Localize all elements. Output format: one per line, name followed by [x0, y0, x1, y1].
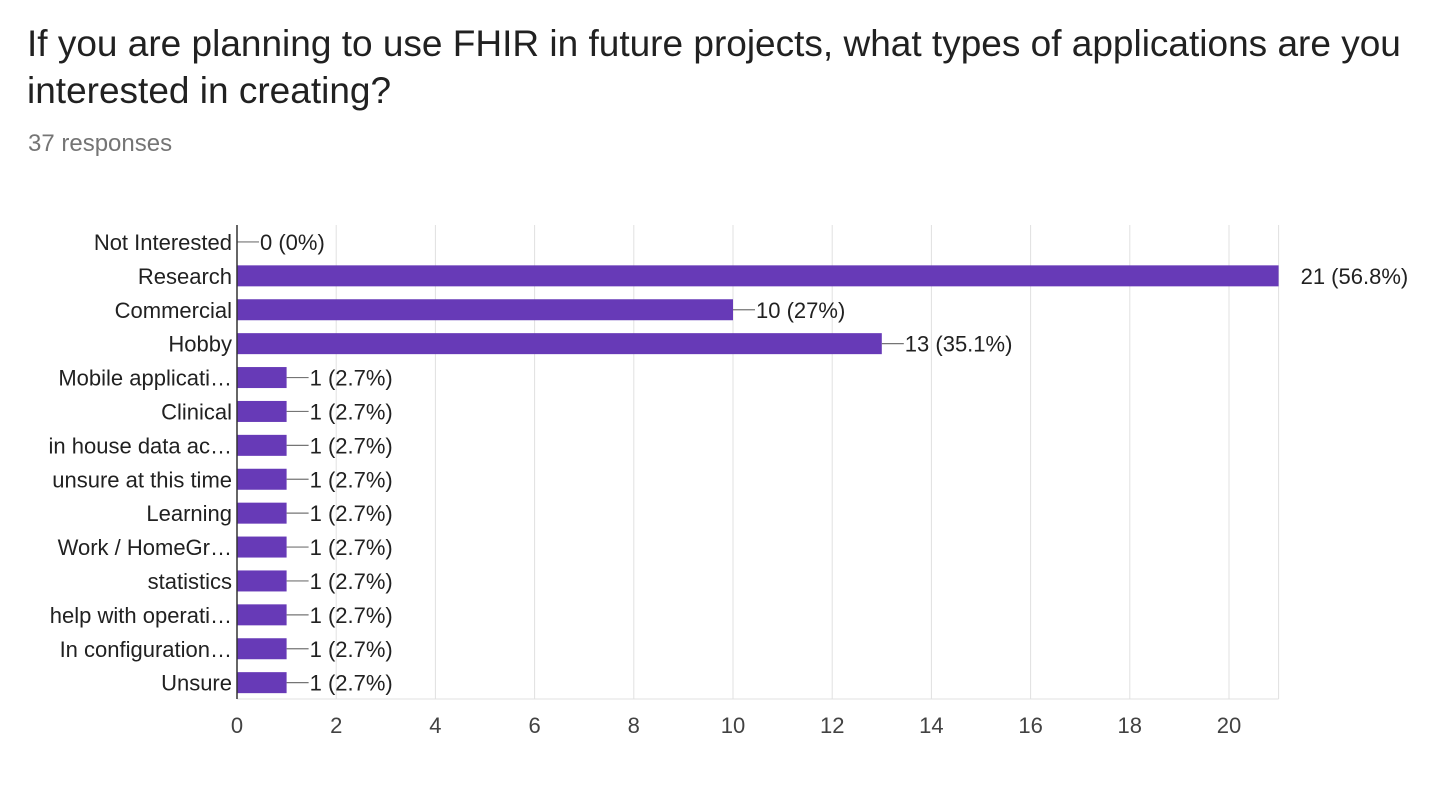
x-tick-label: 18 [1118, 713, 1142, 738]
category-label: statistics [148, 569, 232, 594]
bar [237, 333, 882, 355]
bar [237, 570, 287, 592]
category-label: Not Interested [94, 230, 232, 255]
category-label: Work / HomeGr… [58, 535, 232, 560]
x-tick-label: 0 [231, 713, 243, 738]
value-label: 1 (2.7%) [310, 637, 393, 662]
x-tick-label: 4 [429, 713, 441, 738]
category-label: in house data ac… [49, 433, 232, 458]
value-label: 1 (2.7%) [310, 467, 393, 492]
category-label: unsure at this time [52, 467, 232, 492]
bar [237, 638, 287, 660]
category-label: Commercial [115, 298, 232, 323]
x-tick-label: 2 [330, 713, 342, 738]
category-label: In configuration… [60, 637, 232, 662]
bar [237, 265, 1279, 287]
category-label: Mobile applicati… [58, 366, 232, 391]
value-label: 13 (35.1%) [905, 332, 1013, 357]
value-label: 1 (2.7%) [310, 569, 393, 594]
x-tick-label: 12 [820, 713, 844, 738]
bar [237, 299, 733, 321]
value-label: 1 (2.7%) [310, 433, 393, 458]
bar [237, 468, 287, 490]
category-label: Learning [146, 501, 232, 526]
bar [237, 400, 287, 422]
value-label: 1 (2.7%) [310, 671, 393, 696]
x-tick-label: 14 [919, 713, 943, 738]
category-label: help with operati… [50, 603, 232, 628]
x-tick-label: 8 [628, 713, 640, 738]
value-label: 1 (2.7%) [310, 501, 393, 526]
value-label: 0 (0%) [260, 230, 325, 255]
value-label: 1 (2.7%) [310, 366, 393, 391]
value-label: 1 (2.7%) [310, 399, 393, 424]
question-title: If you are planning to use FHIR in futur… [27, 23, 1401, 111]
value-label: 1 (2.7%) [310, 535, 393, 560]
bar [237, 367, 287, 389]
value-label: 10 (27%) [756, 298, 845, 323]
category-label: Unsure [161, 671, 232, 696]
bar [237, 502, 287, 524]
bar [237, 434, 287, 456]
x-tick-label: 20 [1217, 713, 1241, 738]
x-tick-label: 6 [528, 713, 540, 738]
category-label: Hobby [168, 332, 232, 357]
category-label: Clinical [161, 399, 232, 424]
response-count: 37 responses [28, 130, 173, 157]
category-label: Research [138, 264, 232, 289]
bar [237, 604, 287, 626]
value-label: 1 (2.7%) [310, 603, 393, 628]
value-label: 21 (56.8%) [1301, 264, 1409, 289]
bar [237, 672, 287, 694]
x-tick-label: 10 [721, 713, 745, 738]
x-tick-label: 16 [1018, 713, 1042, 738]
bar [237, 536, 287, 558]
